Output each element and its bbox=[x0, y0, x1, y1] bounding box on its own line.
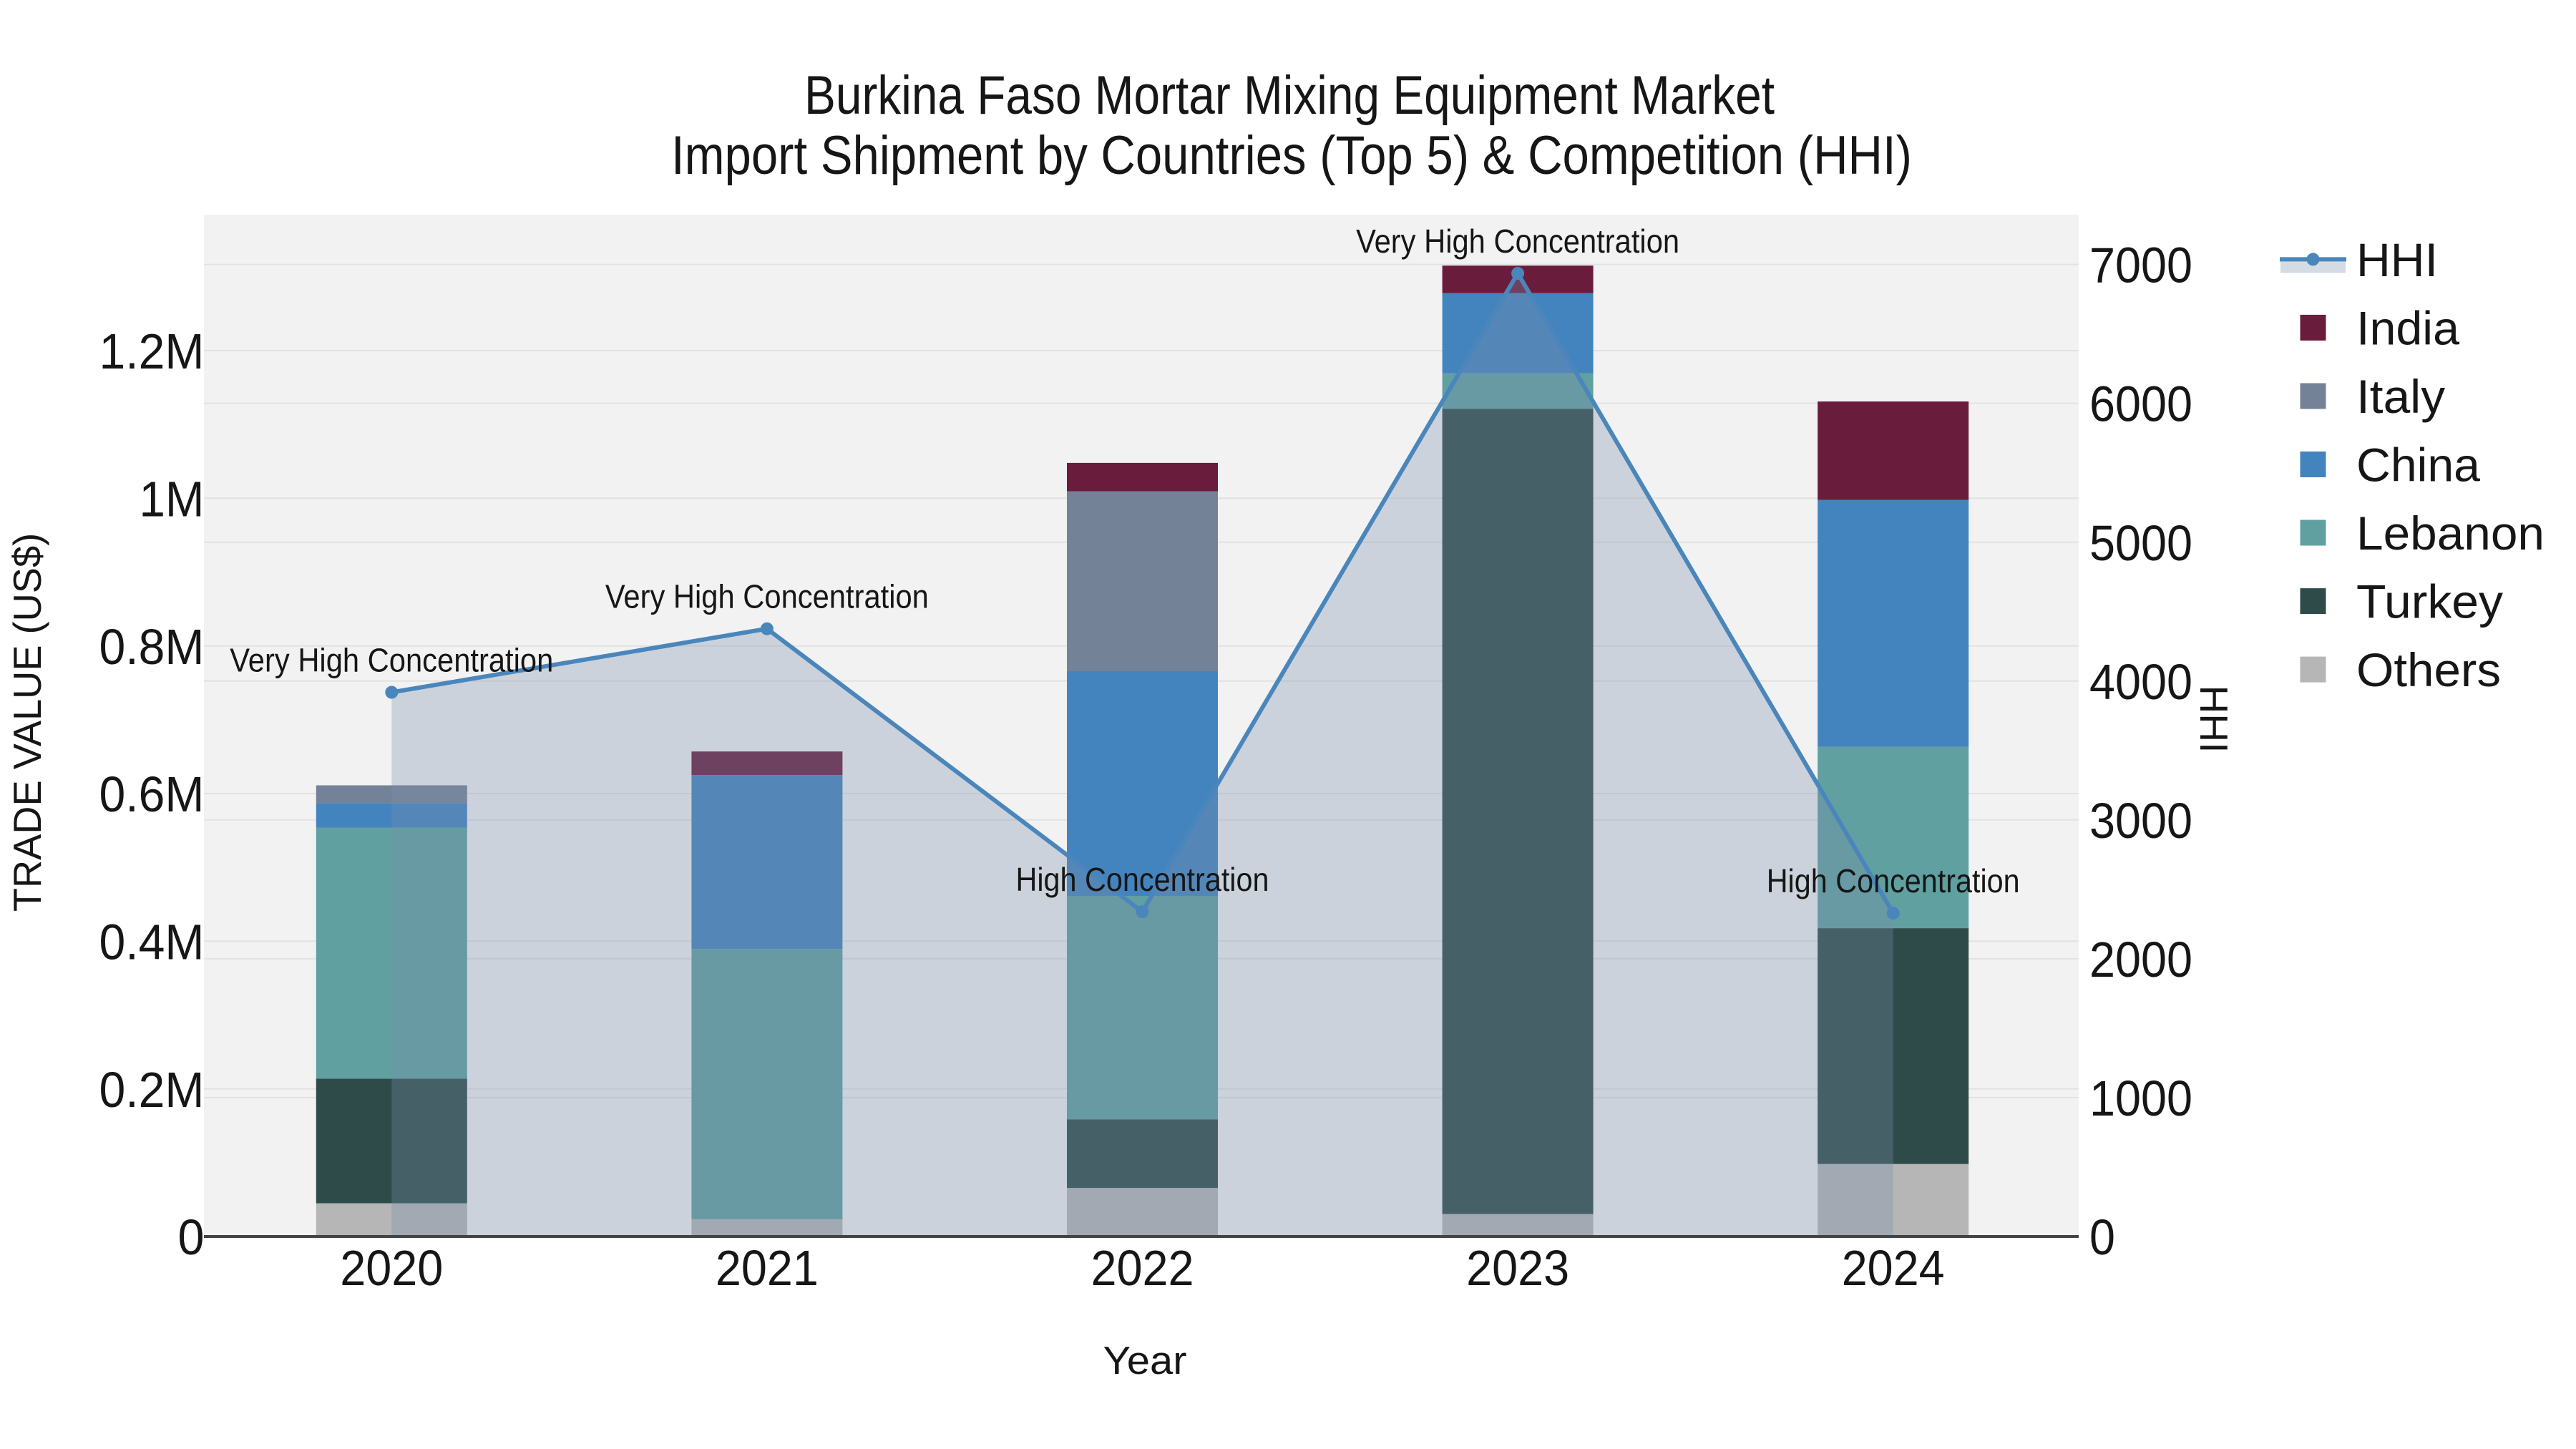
svg-text:2021: 2021 bbox=[716, 1240, 819, 1296]
svg-text:0: 0 bbox=[178, 1209, 205, 1265]
svg-text:Turkey: Turkey bbox=[2356, 575, 2503, 628]
svg-text:HHI: HHI bbox=[2192, 686, 2236, 753]
svg-text:HHI: HHI bbox=[2356, 233, 2438, 286]
svg-text:TRADE VALUE (US$): TRADE VALUE (US$) bbox=[5, 533, 49, 912]
svg-text:Year: Year bbox=[1103, 1338, 1187, 1382]
svg-text:India: India bbox=[2356, 302, 2459, 355]
svg-text:0.8M: 0.8M bbox=[99, 619, 205, 675]
svg-text:2022: 2022 bbox=[1091, 1240, 1194, 1296]
svg-text:Lebanon: Lebanon bbox=[2356, 507, 2545, 560]
svg-text:0: 0 bbox=[2089, 1209, 2115, 1265]
svg-text:3000: 3000 bbox=[2089, 793, 2192, 849]
svg-text:0.6M: 0.6M bbox=[99, 766, 205, 822]
svg-text:7000: 7000 bbox=[2089, 238, 2192, 293]
svg-text:High Concentration: High Concentration bbox=[1016, 861, 1269, 898]
svg-text:High Concentration: High Concentration bbox=[1767, 862, 2020, 899]
svg-text:0.4M: 0.4M bbox=[99, 914, 205, 970]
svg-text:1.2M: 1.2M bbox=[99, 323, 205, 379]
svg-text:Very High Concentration: Very High Concentration bbox=[230, 642, 553, 679]
svg-text:Import Shipment by Countries (: Import Shipment by Countries (Top 5) & C… bbox=[671, 125, 1912, 186]
svg-text:2000: 2000 bbox=[2089, 932, 2192, 987]
svg-text:2023: 2023 bbox=[1466, 1240, 1569, 1296]
svg-text:Italy: Italy bbox=[2356, 370, 2445, 423]
svg-text:Burkina Faso Mortar Mixing Equ: Burkina Faso Mortar Mixing Equipment Mar… bbox=[804, 65, 1775, 126]
svg-text:2024: 2024 bbox=[1842, 1240, 1945, 1296]
svg-text:1000: 1000 bbox=[2089, 1070, 2192, 1126]
svg-text:0.2M: 0.2M bbox=[99, 1062, 205, 1118]
svg-text:2020: 2020 bbox=[340, 1240, 443, 1296]
svg-text:Very High Concentration: Very High Concentration bbox=[605, 578, 929, 615]
svg-text:6000: 6000 bbox=[2089, 376, 2192, 432]
svg-text:Very High Concentration: Very High Concentration bbox=[1356, 223, 1679, 260]
svg-text:Others: Others bbox=[2356, 643, 2501, 696]
svg-text:5000: 5000 bbox=[2089, 515, 2192, 571]
svg-text:1M: 1M bbox=[140, 472, 205, 527]
svg-text:China: China bbox=[2356, 439, 2480, 492]
svg-text:4000: 4000 bbox=[2089, 654, 2192, 710]
